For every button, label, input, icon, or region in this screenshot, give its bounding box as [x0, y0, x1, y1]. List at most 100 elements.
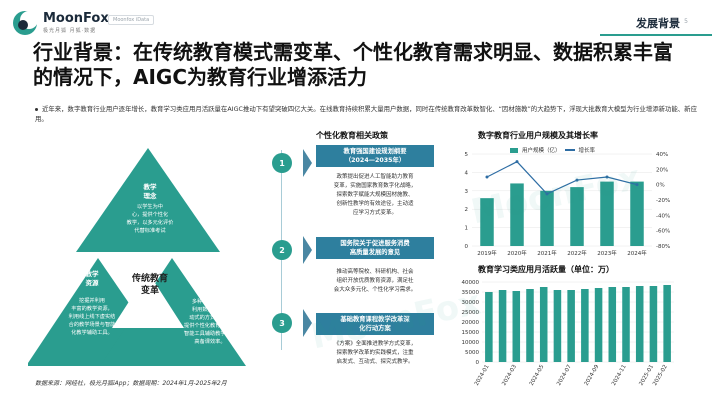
policy-heading-3: 基础教育课程教学改革深 化行动方案	[316, 313, 434, 335]
x-tick-label: 2024-09	[584, 364, 601, 387]
y-tick-label: 35000	[462, 290, 480, 296]
brand-logo: MoonFox 极光月狐 月狐·数据	[12, 10, 109, 36]
bar	[581, 289, 589, 362]
bar	[635, 286, 644, 362]
center-label: 传统教育 变革	[131, 274, 168, 296]
y-tick-label: 2	[465, 207, 469, 213]
bar	[553, 290, 562, 362]
policy-arrow-1	[303, 149, 312, 177]
bar	[526, 289, 534, 362]
bullet-icon	[35, 107, 38, 111]
y-tick-label: 3	[465, 189, 469, 195]
x-tick-label: 2024-05	[529, 364, 546, 387]
y-tick-label: 30000	[462, 300, 480, 306]
growth-point	[515, 160, 519, 164]
policy-title: 个性化教育相关政策	[316, 131, 388, 140]
bar	[480, 198, 494, 246]
chart2-title: 教育学习类应用月活跃量（单位：万）	[478, 265, 614, 274]
legend-line-swatch	[564, 149, 575, 151]
bar	[485, 292, 493, 362]
bar	[540, 190, 554, 246]
y-tick-label: 5	[465, 152, 469, 158]
policy-arrow-2	[303, 236, 312, 264]
y2-tick-label: 0%	[656, 183, 665, 189]
data-source-footer: 数据来源：网经社，极光月狐iApp；数据周期：2024年1月-2025年2月	[35, 380, 227, 387]
policy-number-2: 2	[272, 240, 292, 260]
y-tick-label: 40000	[462, 280, 480, 286]
education-triangle-diagram	[28, 148, 246, 366]
policy-heading-2: 国务院关于促进服务消费 高质量发展的意见	[316, 237, 434, 259]
bar	[594, 288, 603, 362]
page-title: 行业背景：在传统教育模式需变革、个性化教育需求明显、数据积累丰富的情况下，AIG…	[33, 40, 673, 89]
x-tick-label: 2019年	[477, 249, 497, 257]
top-title: 教学 理念	[143, 183, 157, 200]
growth-point	[575, 178, 579, 182]
right-body: 灵活运用 多种教学方法， 利用数据化、互 动式的方式为学生 提供个性化教育；利用…	[184, 291, 236, 345]
left-title: 教学 资源	[85, 270, 99, 287]
bar	[630, 181, 644, 246]
policy-body-1: 政策提出促进人工智能助力教育 变革，实施国家教育数字化战略， 探索数字赋能大规模…	[333, 174, 417, 216]
bar	[608, 287, 617, 362]
x-tick-label: 2024-01	[474, 364, 491, 387]
growth-point	[485, 175, 489, 179]
brand-name: MoonFox	[43, 11, 109, 26]
bar	[663, 285, 671, 362]
intro-paragraph: 近年来，数字教育行业用户逐年增长，教育学习类应用月活跃量在AIGC推动下有望突破…	[35, 104, 703, 124]
triangle-top	[76, 148, 220, 252]
section-title: 发展背景	[636, 17, 680, 30]
source-tag: Moonfox iData	[108, 15, 155, 25]
y2-tick-label: -80%	[656, 244, 670, 250]
y-tick-label: 15000	[462, 330, 480, 336]
x-tick-label: 2024-11	[611, 364, 628, 387]
header-divider	[600, 34, 712, 36]
y-tick-label: 1	[465, 226, 469, 232]
chart1-title: 数字教育行业用户规模及其增长率	[478, 131, 598, 140]
x-tick-label: 2021年	[537, 249, 557, 257]
bar	[510, 183, 524, 246]
x-tick-label: 2020年	[507, 249, 527, 257]
policy-body-2: 推动高等院校、科研机构、社会 组织开放优质教育资源，满足社 会大众多元化、个性化…	[333, 269, 417, 293]
bar	[600, 181, 614, 246]
brand-subtitle: 极光月狐 月狐·数据	[43, 28, 97, 34]
y-tick-label: 0	[465, 244, 469, 250]
growth-point	[635, 183, 639, 187]
y2-tick-label: -20%	[656, 198, 670, 204]
x-tick-label: 2024-07	[556, 364, 573, 387]
policy-heading-1: 教育强国建设规划纲要 （2024—2035年）	[316, 145, 434, 167]
legend-label-growth: 增长率	[578, 148, 596, 154]
x-tick-label: 2024年	[627, 249, 647, 257]
top-body: 以学生为中 心，提供个性化 教学，以多元化评价 代替标准考试	[126, 204, 174, 234]
x-tick-label: 2023年	[597, 249, 617, 257]
bar	[570, 187, 584, 246]
policy-number-3: 3	[272, 313, 292, 333]
y2-tick-label: -60%	[656, 229, 670, 235]
chart1-legend: 用户规模（亿） 增长率	[510, 146, 595, 154]
legend-label-users: 用户规模（亿）	[522, 148, 561, 154]
y2-tick-label: 20%	[656, 167, 668, 173]
growth-line	[486, 160, 638, 195]
growth-point	[605, 175, 609, 179]
y-tick-label: 4	[465, 170, 469, 176]
y-tick-label: 0	[476, 360, 480, 366]
users-growth-chart: 0 1 2 3 4 5 -80% -60% -40% -20% 0% 20% 40% 2019年 2020年…	[465, 152, 671, 257]
legend-bar-swatch	[510, 147, 518, 153]
bar	[649, 286, 658, 362]
x-tick-label: 2022年	[567, 249, 587, 257]
moonfox-logo-icon	[13, 11, 38, 35]
growth-point	[545, 192, 549, 196]
y-tick-label: 5000	[465, 350, 479, 356]
y2-tick-label: 40%	[656, 152, 668, 158]
policy-body-3: 《方案》全面推进教学方式变革， 探索教学改革的实践模式，注重 启发式、互动式、探…	[333, 341, 417, 365]
bar	[567, 290, 575, 362]
left-body: 挖掘并利用 丰富的教学资源， 利用线上线下虚实结 合的教学场景与智能 化教学辅助…	[68, 298, 116, 336]
y-tick-label: 20000	[462, 320, 480, 326]
triangle-center	[112, 272, 184, 328]
page-number: 5	[684, 18, 688, 25]
bar	[622, 287, 630, 362]
policy-arrow-3	[303, 309, 312, 337]
bar	[512, 291, 521, 362]
y-tick-label: 25000	[462, 310, 480, 316]
y2-tick-label: -40%	[656, 213, 670, 219]
policy-number-1: 1	[272, 153, 292, 173]
bar	[539, 287, 548, 362]
